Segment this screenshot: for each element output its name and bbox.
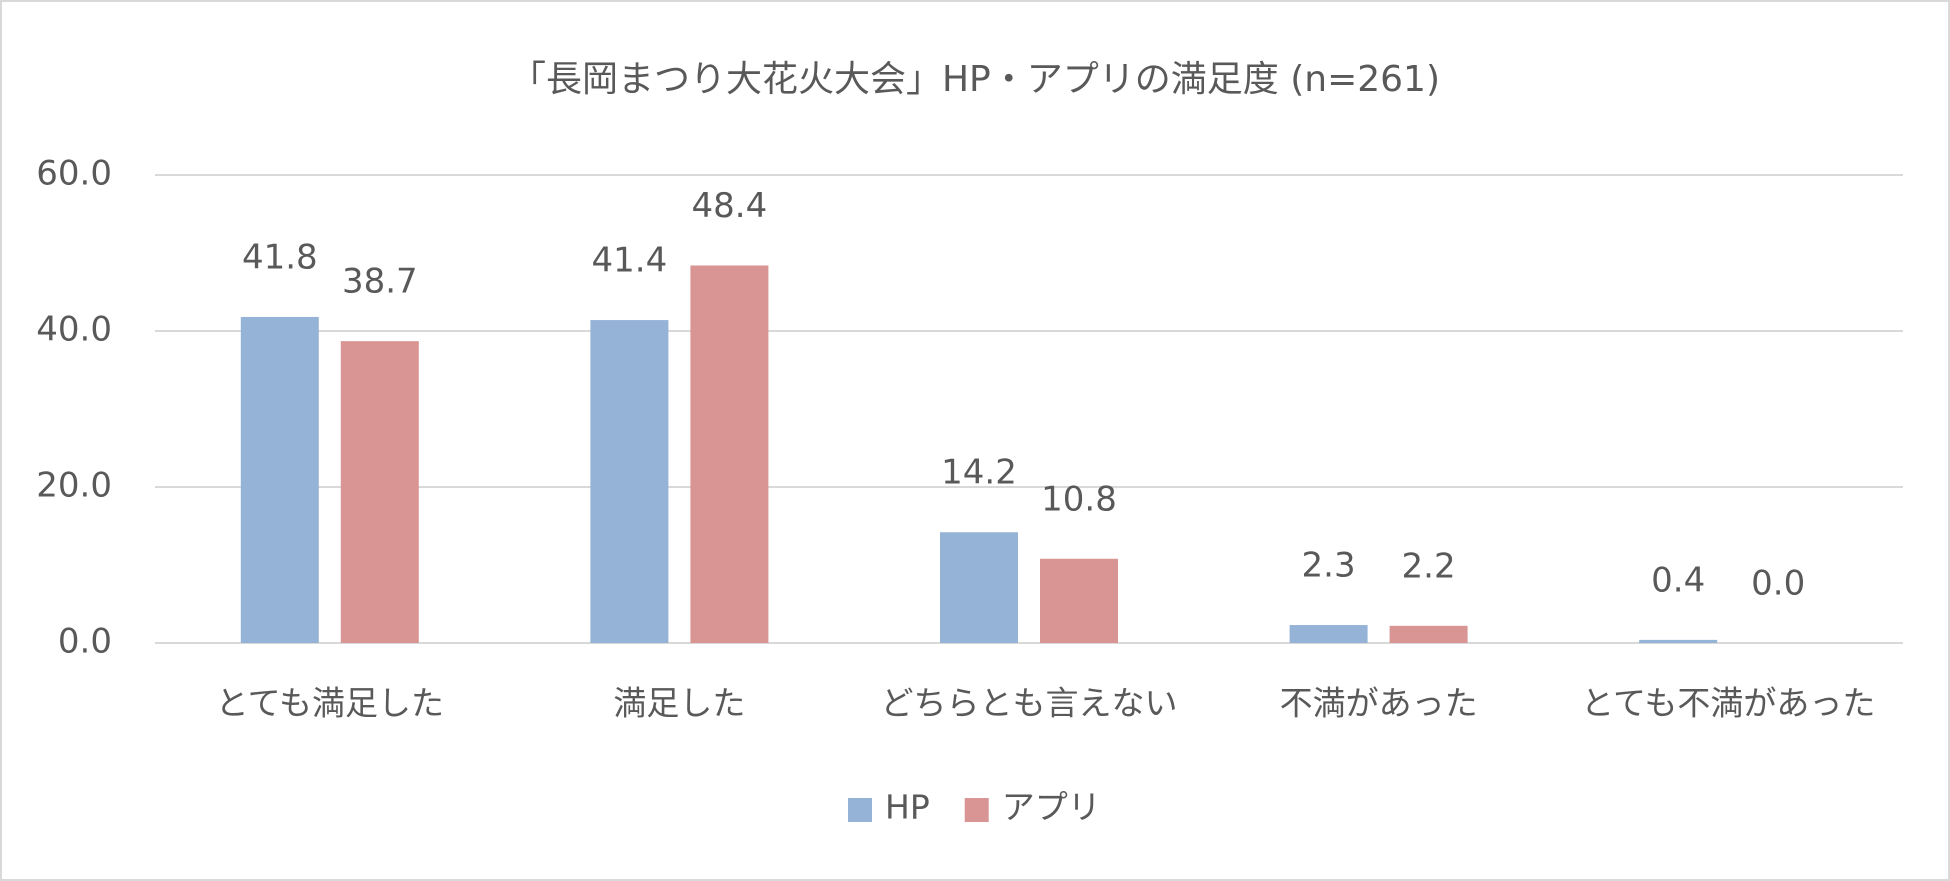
x-tick-label: とても満足した bbox=[216, 684, 444, 723]
bar bbox=[1040, 558, 1118, 643]
legend-label: アプリ bbox=[1002, 788, 1101, 827]
bar bbox=[590, 320, 669, 643]
data-label: 0.4 bbox=[1651, 560, 1705, 600]
data-label: 38.7 bbox=[342, 262, 418, 302]
bar bbox=[340, 341, 419, 643]
legend-swatch bbox=[848, 798, 872, 822]
y-tick-label: 60.0 bbox=[36, 154, 112, 194]
x-tick-label: どちらとも言えない bbox=[881, 684, 1178, 723]
x-tick-label: 不満があった bbox=[1280, 684, 1478, 723]
data-label: 41.8 bbox=[242, 237, 318, 277]
bar bbox=[1289, 625, 1368, 643]
data-label: 0.0 bbox=[1751, 564, 1805, 604]
y-tick-label: 0.0 bbox=[58, 622, 112, 662]
bar bbox=[940, 532, 1018, 643]
bar bbox=[240, 316, 319, 643]
bar bbox=[1389, 625, 1468, 643]
x-tick-label: 満足した bbox=[613, 684, 745, 723]
y-tick-label: 20.0 bbox=[36, 466, 112, 506]
data-label: 10.8 bbox=[1041, 479, 1117, 519]
data-label: 2.2 bbox=[1402, 546, 1456, 586]
data-label: 41.4 bbox=[592, 241, 668, 281]
legend-label: HP bbox=[885, 788, 930, 827]
data-label: 14.2 bbox=[941, 453, 1017, 493]
bar bbox=[690, 265, 769, 643]
x-tick-label: とても不満があった bbox=[1581, 684, 1875, 723]
chart-title: 「長岡まつり大花火大会」HP・アプリの満足度 (n=261) bbox=[510, 59, 1440, 100]
legend-swatch bbox=[964, 798, 989, 822]
y-tick-label: 40.0 bbox=[36, 310, 112, 350]
data-label: 2.3 bbox=[1302, 546, 1356, 586]
data-label: 48.4 bbox=[692, 186, 768, 226]
bar bbox=[1639, 639, 1718, 643]
